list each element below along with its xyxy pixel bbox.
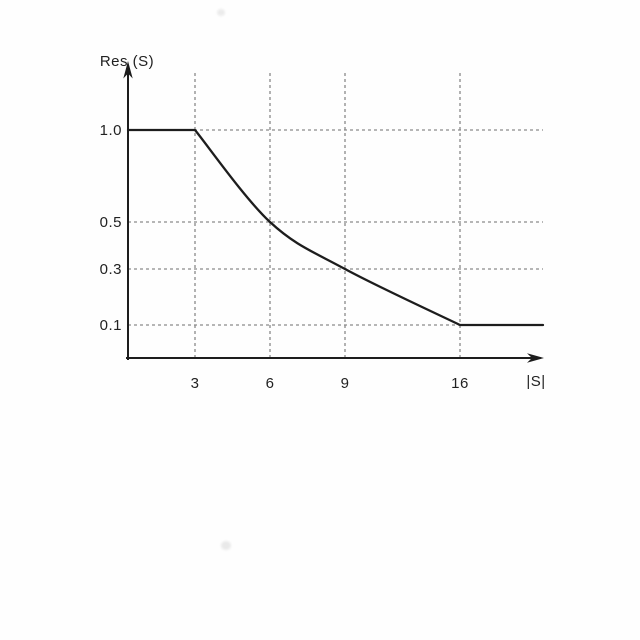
res-curve: [126, 128, 545, 327]
y-tick-label-4: 0.1: [100, 317, 122, 334]
scan-speck: [221, 541, 231, 550]
y-axis-arrowhead-icon: [123, 61, 133, 79]
scan-speck: [217, 9, 225, 16]
y-tick-label-3: 0.3: [100, 261, 122, 278]
x-axis-label: |S|: [526, 373, 545, 390]
x-tick-label-4: 16: [451, 375, 469, 392]
x-axis-arrowhead-icon: [527, 353, 544, 363]
grid-group: [128, 73, 543, 358]
x-tick-label-2: 6: [266, 375, 275, 392]
x-tick-label-3: 9: [341, 375, 350, 392]
y-axis-label: Res (S): [100, 53, 154, 70]
y-tick-label-2: 0.5: [100, 214, 122, 231]
x-tick-label-1: 3: [191, 375, 200, 392]
y-tick-label-1: 1.0: [100, 122, 122, 139]
